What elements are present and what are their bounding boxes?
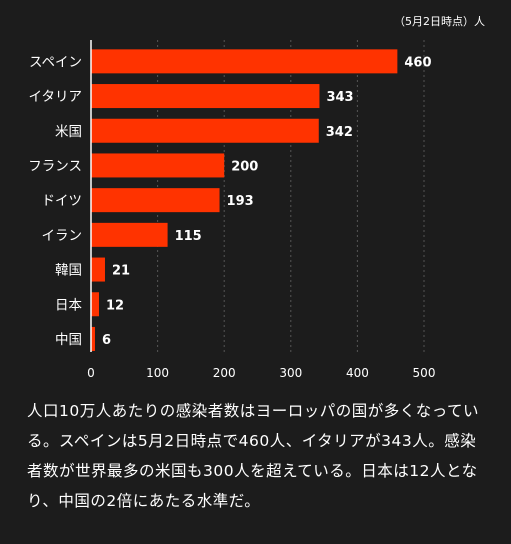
category-label: 日本	[55, 297, 82, 313]
value-label: 21	[112, 264, 130, 279]
bar	[91, 222, 168, 247]
category-label: 中国	[55, 332, 82, 348]
value-label: 343	[326, 90, 353, 105]
value-label: 193	[227, 194, 254, 209]
value-label: 460	[404, 55, 431, 70]
bar	[91, 84, 320, 109]
value-label: 12	[106, 298, 124, 313]
x-tick-label: 100	[146, 366, 169, 380]
category-label: イラン	[42, 228, 83, 244]
category-label: フランス	[28, 158, 82, 174]
value-label: 342	[326, 125, 353, 140]
category-label: イタリア	[29, 89, 82, 105]
bar	[91, 118, 319, 143]
category-label: 米国	[55, 124, 82, 140]
bar	[91, 292, 99, 317]
x-tick-label: 0	[87, 366, 95, 380]
caption: 人口10万人あたりの感染者数はヨーロッパの国が多くなっている。スペインは5月2日…	[27, 402, 479, 510]
category-label: ドイツ	[42, 193, 83, 209]
x-tick-label: 300	[279, 366, 302, 380]
x-tick-label: 400	[346, 366, 369, 380]
x-tick-label: 500	[413, 366, 436, 380]
x-tick-labels: 0 100 200 300 400 500	[87, 366, 435, 380]
value-labels: 460 343 342 200 193 115 21 12 6	[102, 55, 432, 348]
bars	[91, 49, 398, 351]
unit-label: 人	[474, 15, 485, 28]
x-tick-label: 200	[213, 366, 236, 380]
bar	[91, 153, 225, 178]
bar	[91, 257, 105, 282]
bar	[91, 188, 220, 213]
category-label: スペイン	[29, 54, 82, 70]
value-label: 6	[102, 333, 111, 348]
value-label: 200	[231, 159, 258, 174]
bar	[91, 326, 95, 351]
value-label: 115	[175, 229, 202, 244]
date-note: （5月2日時点）	[394, 15, 474, 28]
category-label: 韓国	[55, 263, 82, 279]
unit-note: （5月2日時点）人	[394, 13, 485, 29]
bar	[91, 49, 398, 74]
